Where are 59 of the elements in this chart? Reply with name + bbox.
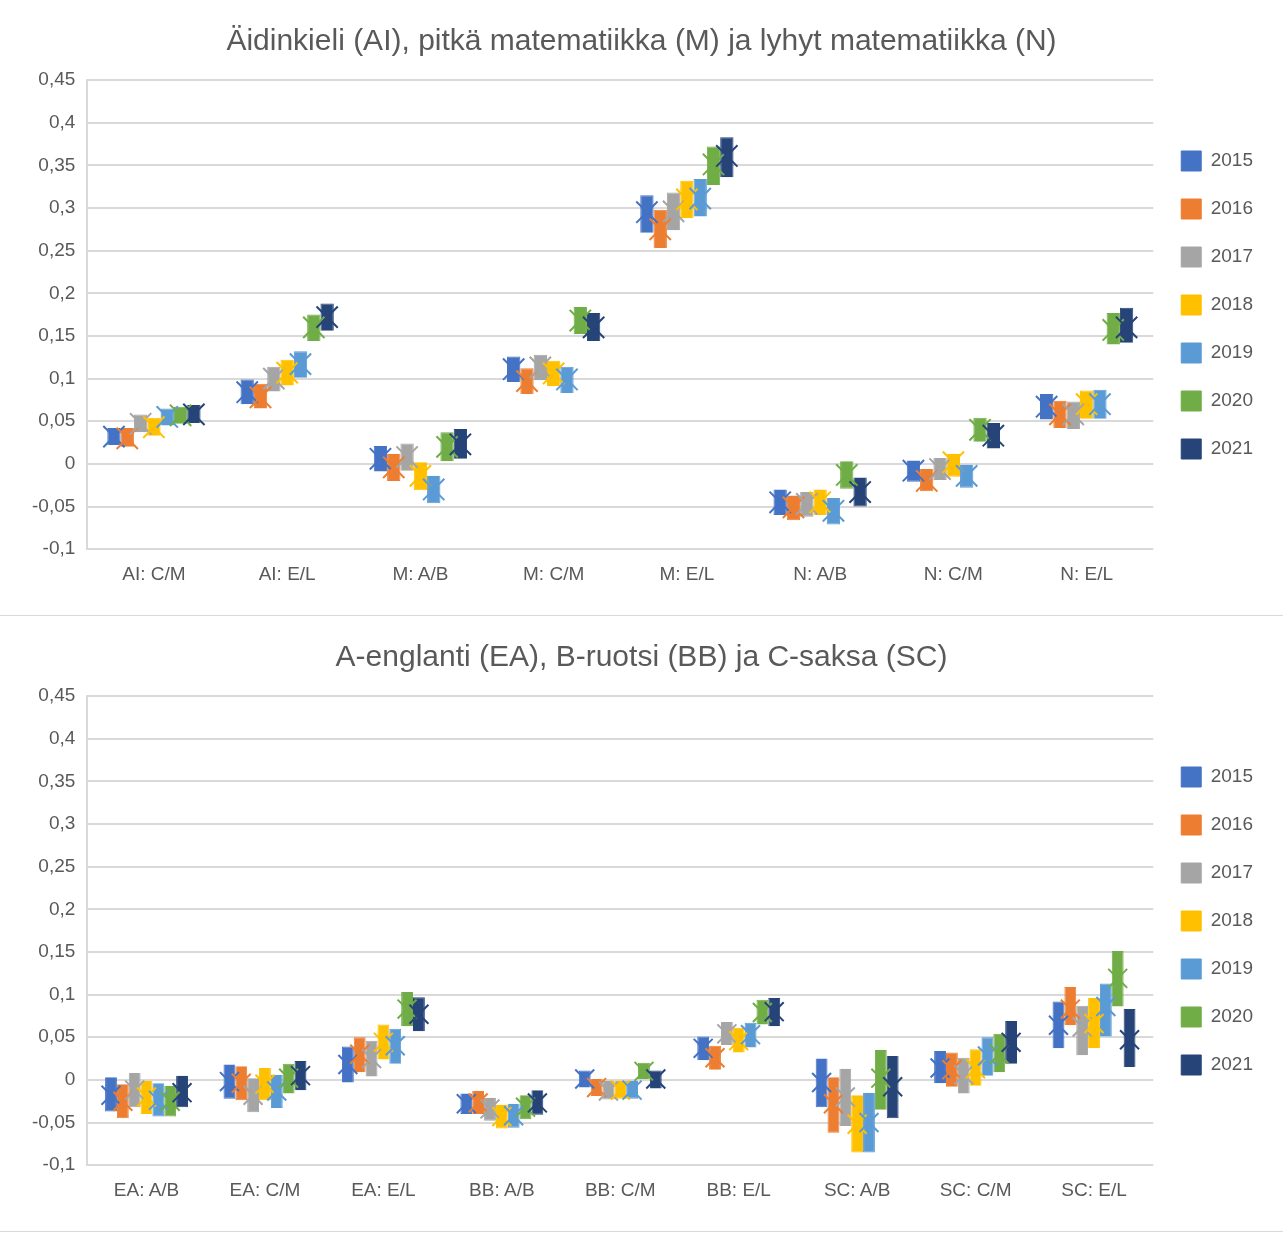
legend-label: 2017	[1210, 861, 1254, 883]
bar	[863, 1092, 875, 1153]
x-tick-label: AI: C/M	[122, 562, 186, 584]
x-tick-label: EA: A/B	[113, 1178, 180, 1200]
y-tick-label: 0	[64, 1068, 76, 1090]
legend-label: 2016	[1210, 813, 1254, 835]
y-tick-label: 0,4	[48, 726, 76, 748]
chart-title: A-englanti (EA), B-ruotsi (BB) ja C-saksa (SC)	[335, 639, 948, 673]
x-tick-label: AI: E/L	[258, 562, 316, 584]
y-tick-label: -0,1	[42, 1153, 76, 1175]
y-tick-label: 0,15	[38, 324, 76, 346]
y-tick-label: 0,35	[38, 769, 76, 791]
y-tick-label: 0	[64, 452, 76, 474]
legend-label: 2016	[1210, 197, 1254, 219]
legend-label: 2018	[1210, 293, 1254, 315]
y-tick-label: 0,3	[48, 196, 76, 218]
x-tick-label: M: E/L	[659, 562, 715, 584]
bar	[886, 1056, 899, 1119]
y-tick-label: 0,45	[38, 684, 76, 706]
y-tick-label: 0,35	[38, 153, 76, 175]
y-tick-label: 0,2	[48, 897, 76, 919]
x-tick-label: M: A/B	[392, 562, 449, 584]
y-tick-label: 0,4	[48, 110, 76, 132]
y-tick-label: -0,1	[42, 537, 76, 559]
x-tick-label: N: C/M	[923, 562, 983, 584]
legend-label: 2021	[1210, 1053, 1254, 1075]
y-tick-label: 0,2	[48, 281, 76, 303]
y-tick-label: 0,15	[38, 940, 76, 962]
chart-title: Äidinkieli (AI), pitkä matematiikka (M) ja lyhyt matematiikka (N)	[226, 23, 1057, 57]
y-tick-label: 0,25	[38, 238, 76, 260]
x-tick-label: SC: C/M	[939, 1178, 1012, 1200]
legend-label: 2019	[1210, 341, 1254, 363]
x-tick-label: M: C/M	[523, 562, 585, 584]
legend-label: 2021	[1210, 437, 1254, 459]
x-tick-label: N: A/B	[793, 562, 848, 584]
y-tick-label: 0,45	[38, 68, 76, 90]
y-tick-label: 0,1	[48, 982, 76, 1004]
legend-label: 2015	[1210, 765, 1254, 787]
x-tick-label: EA: C/M	[229, 1178, 301, 1200]
legend-label: 2015	[1210, 149, 1254, 171]
x-tick-label: SC: A/B	[823, 1178, 891, 1200]
legend-label: 2017	[1210, 245, 1254, 267]
y-tick-label: 0,05	[38, 409, 76, 431]
y-tick-label: -0,05	[31, 494, 76, 516]
x-tick-label: SC: E/L	[1061, 1178, 1127, 1200]
y-tick-label: -0,05	[31, 1110, 76, 1132]
x-tick-label: EA: E/L	[351, 1178, 416, 1200]
x-tick-label: N: E/L	[1060, 562, 1114, 584]
x-tick-label: BB: C/M	[584, 1178, 656, 1200]
y-tick-label: 0,05	[38, 1025, 76, 1047]
y-tick-label: 0,1	[48, 366, 76, 388]
legend-label: 2020	[1210, 389, 1254, 411]
legend-label: 2020	[1210, 1005, 1254, 1027]
y-tick-label: 0,25	[38, 854, 76, 876]
legend-label: 2018	[1210, 909, 1254, 931]
y-tick-label: 0,3	[48, 812, 76, 834]
x-tick-label: BB: A/B	[469, 1178, 535, 1200]
x-tick-label: BB: E/L	[706, 1178, 771, 1200]
legend-label: 2019	[1210, 957, 1254, 979]
